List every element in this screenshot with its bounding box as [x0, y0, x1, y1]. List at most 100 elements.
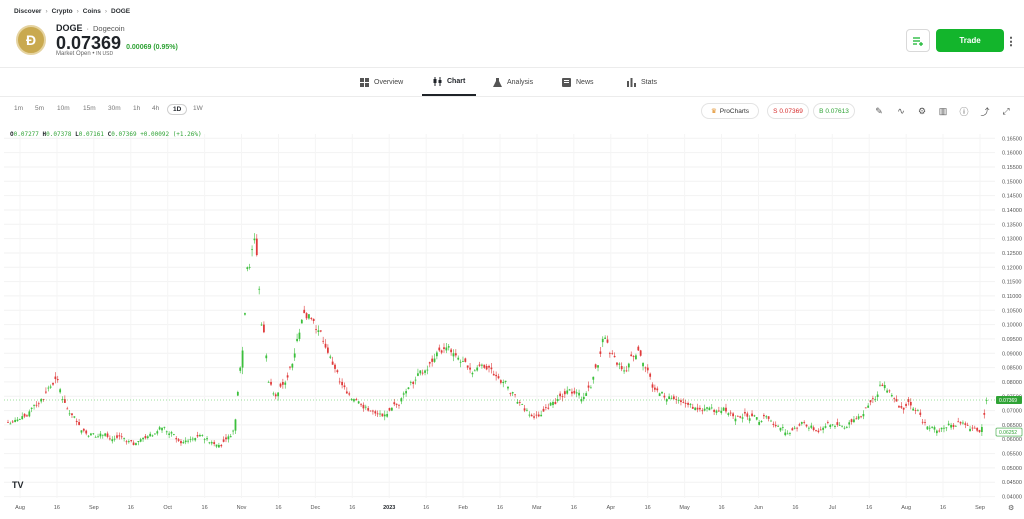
- candle-body: [127, 441, 130, 443]
- timeframe-1h[interactable]: 1h: [133, 105, 141, 112]
- share-icon[interactable]: ⤴: [980, 106, 990, 117]
- candle-body: [279, 383, 282, 387]
- candle-body: [248, 266, 251, 268]
- y-tick-label: 0.04500: [1002, 480, 1022, 486]
- candle-body: [395, 403, 398, 405]
- candle-body: [893, 398, 896, 400]
- timeframe-15m[interactable]: 15m: [83, 105, 96, 112]
- candle-body: [651, 384, 654, 388]
- tab-label: Chart: [447, 77, 466, 85]
- chart-type-icon[interactable]: ▥: [938, 105, 948, 116]
- settings-icon[interactable]: ⚙: [917, 105, 927, 116]
- candle-body: [191, 438, 194, 440]
- candle-body: [926, 426, 929, 430]
- timeframe-5m[interactable]: 5m: [35, 105, 45, 112]
- prochart-button[interactable]: ♛ ProCharts: [701, 103, 759, 119]
- breadcrumb-discover[interactable]: Discover: [14, 8, 42, 15]
- asset-price: 0.07369: [56, 33, 122, 53]
- candle-body: [447, 346, 450, 348]
- timeframe-1w[interactable]: 1W: [193, 105, 203, 112]
- indicators-icon[interactable]: ∿: [897, 105, 905, 116]
- price-chart[interactable]: 0.16500 0.16000 0.15500 0.15000 0.14500 0.140…: [0, 126, 1024, 514]
- candle-body: [388, 408, 391, 411]
- candle-body: [407, 387, 410, 389]
- candle-body: [419, 370, 422, 374]
- breadcrumb-coins[interactable]: Coins: [82, 8, 101, 15]
- fullscreen-icon[interactable]: ⤢: [1002, 105, 1010, 116]
- candle-body: [168, 433, 171, 435]
- candle-body: [715, 410, 718, 413]
- more-options-icon[interactable]: ⋮: [1005, 35, 1017, 48]
- tab-news[interactable]: News: [562, 68, 594, 96]
- candle-body: [54, 376, 57, 380]
- info-icon[interactable]: ⓘ: [959, 106, 969, 117]
- watchlist-button[interactable]: [906, 29, 930, 52]
- candle-body: [793, 427, 796, 429]
- candle-body: [902, 407, 905, 410]
- tab-stats[interactable]: Stats: [627, 68, 657, 96]
- current-price-label: 0.07369: [999, 398, 1017, 404]
- candle-body: [272, 393, 275, 395]
- candle-body: [862, 413, 865, 417]
- draw-pencil-icon[interactable]: ✎: [875, 105, 883, 116]
- candle-body: [511, 392, 514, 394]
- timeframe-10m[interactable]: 10m: [57, 105, 70, 112]
- candle-body: [431, 358, 434, 362]
- candle-body: [606, 339, 609, 343]
- candle-body: [281, 382, 284, 385]
- tab-analysis[interactable]: Analysis: [493, 68, 533, 96]
- timeframe-1m[interactable]: 1m: [14, 105, 24, 112]
- sell-button[interactable]: S 0.07369: [767, 103, 809, 119]
- candle-body: [864, 407, 867, 409]
- candle-body: [883, 385, 886, 389]
- candle-body: [490, 367, 493, 370]
- candle-body: [590, 387, 592, 389]
- candle-body: [518, 401, 521, 403]
- candle-body: [905, 404, 907, 406]
- candle-body: [841, 425, 843, 427]
- candle-body: [537, 414, 540, 417]
- candle-body: [92, 433, 95, 435]
- candle-body: [175, 438, 178, 440]
- candle-body: [33, 404, 35, 406]
- y-tick-label: 0.08000: [1002, 380, 1022, 386]
- candle-body: [789, 433, 791, 434]
- candle-body: [812, 427, 815, 430]
- y-tick-label: 0.04000: [1002, 495, 1022, 501]
- trade-button[interactable]: Trade: [936, 29, 1004, 52]
- buy-button[interactable]: B 0.07613: [813, 103, 855, 119]
- candle-body: [97, 436, 99, 438]
- candle-body: [689, 403, 692, 405]
- candle-body: [578, 392, 580, 396]
- tab-chart[interactable]: Chart: [422, 68, 476, 96]
- candle-body: [132, 442, 135, 445]
- timeframe-30m[interactable]: 30m: [108, 105, 121, 112]
- y-tick-label: 0.06500: [1002, 423, 1022, 429]
- candle-body: [220, 444, 223, 447]
- candle-body: [836, 422, 839, 425]
- dot-separator: ·: [86, 24, 90, 33]
- candle-body: [194, 438, 197, 441]
- candle-body: [959, 422, 962, 424]
- x-tick-label: Dec: [310, 505, 320, 511]
- y-tick-label: 0.11000: [1002, 294, 1021, 300]
- candlestick-chart-svg[interactable]: 0.16500 0.16000 0.15500 0.15000 0.14500 0.140…: [0, 126, 1024, 514]
- x-tick-label: May: [679, 505, 690, 511]
- candle-body: [748, 418, 751, 421]
- candle-body: [585, 393, 588, 396]
- candle-body: [310, 317, 313, 319]
- candle-body: [364, 406, 367, 408]
- candle-body: [172, 434, 175, 435]
- ohlc-close: 0.07369: [111, 131, 137, 138]
- candle-body: [601, 338, 604, 343]
- candle-body: [90, 433, 92, 436]
- candle-body: [526, 409, 528, 411]
- tab-overview[interactable]: Overview: [360, 68, 403, 96]
- candle-body: [26, 415, 28, 417]
- timeframe-1d[interactable]: 1D: [167, 104, 188, 115]
- breadcrumb-crypto[interactable]: Crypto: [51, 8, 73, 15]
- candle-body: [786, 433, 789, 435]
- candle-body: [691, 406, 694, 409]
- x-tick-label: 16: [497, 505, 503, 511]
- timeframe-4h[interactable]: 4h: [152, 105, 160, 112]
